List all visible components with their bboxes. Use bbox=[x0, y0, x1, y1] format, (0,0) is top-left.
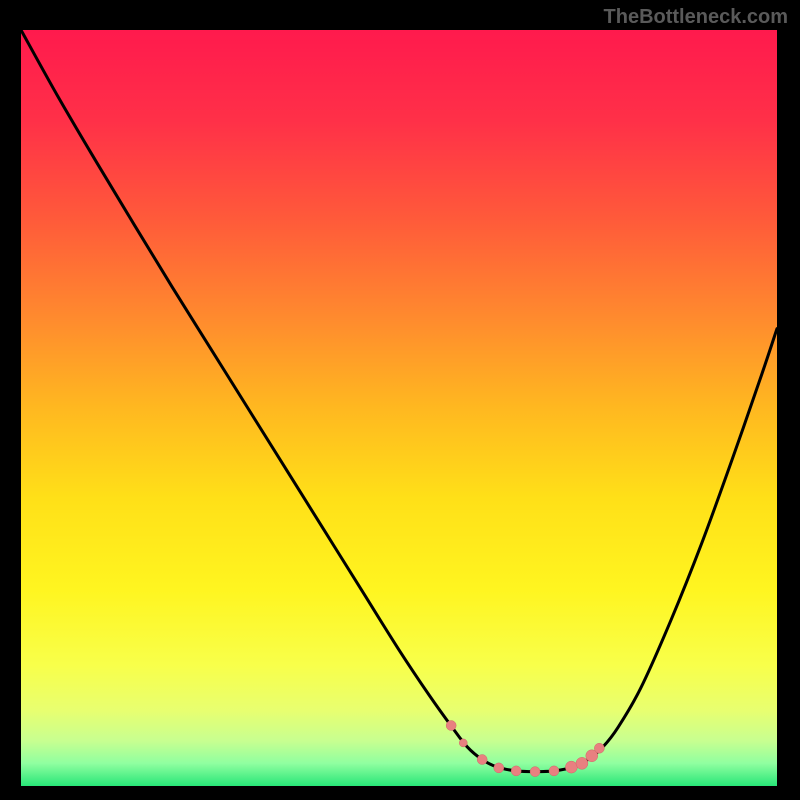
data-marker bbox=[494, 763, 504, 773]
data-marker bbox=[576, 757, 588, 769]
data-marker bbox=[565, 761, 577, 773]
data-marker bbox=[511, 766, 521, 776]
data-marker bbox=[530, 767, 540, 777]
data-marker bbox=[549, 766, 559, 776]
bottleneck-chart bbox=[21, 30, 777, 786]
chart-container: TheBottleneck.com bbox=[0, 0, 800, 800]
data-marker bbox=[477, 755, 487, 765]
attribution-text: TheBottleneck.com bbox=[604, 6, 788, 29]
data-marker bbox=[459, 739, 467, 747]
plot-area bbox=[21, 30, 777, 786]
chart-background bbox=[21, 30, 777, 786]
data-marker bbox=[594, 743, 604, 753]
data-marker bbox=[446, 721, 456, 731]
